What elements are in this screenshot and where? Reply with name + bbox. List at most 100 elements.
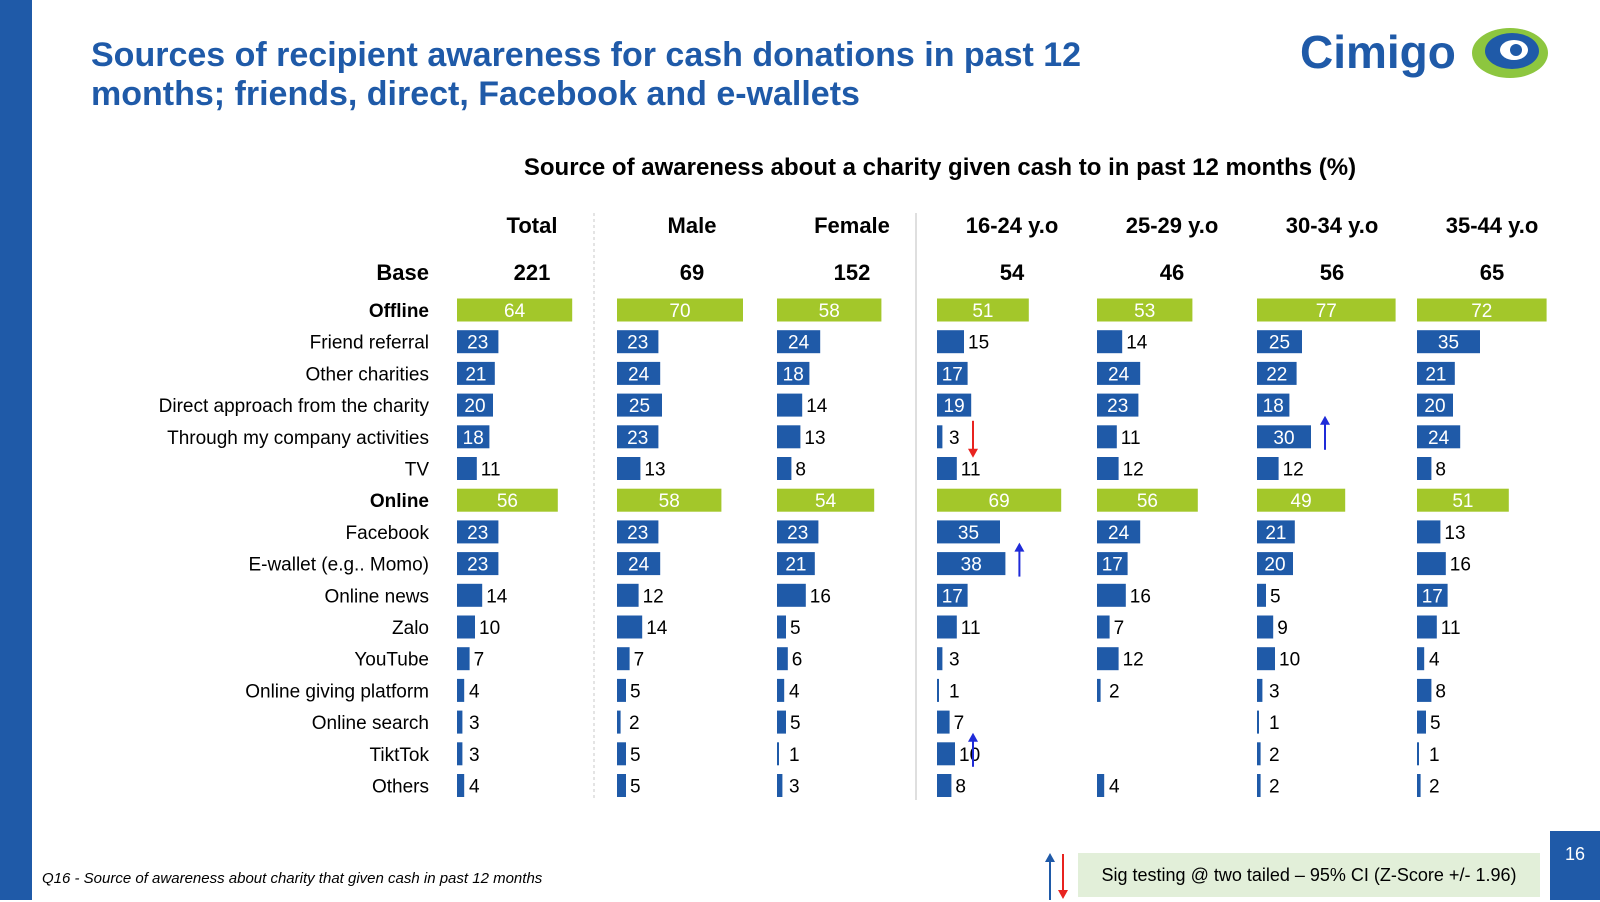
bar-30-34-y-o-online [1257, 488, 1346, 512]
data-label-35-44-y-o-tikttok: 1 [1429, 745, 1440, 766]
data-label-25-29-y-o-others: 4 [1109, 777, 1120, 798]
data-label-female-online-search: 5 [790, 713, 801, 734]
data-label-30-34-y-o-friend-referral: 25 [1269, 333, 1290, 354]
bar-25-29-y-o-others [1097, 774, 1105, 797]
data-label-female-facebook: 23 [787, 523, 808, 544]
bar-30-34-y-o-online-giving-platform [1257, 678, 1263, 702]
bar-16-24-y-o-online-giving-platform [937, 678, 939, 702]
bar-30-34-y-o-facebook [1257, 520, 1295, 544]
bar-30-34-y-o-through-my-company-activities [1257, 425, 1311, 449]
footnote: Q16 - Source of awareness about charity … [42, 870, 543, 887]
category-label-facebook: Facebook [346, 523, 430, 544]
data-label-25-29-y-o-other-charities: 24 [1108, 364, 1130, 385]
bar-25-29-y-o-online-news [1097, 583, 1126, 607]
data-label-female-direct-approach-from-the-charity: 14 [806, 396, 828, 417]
data-label-male-online-news: 12 [643, 586, 664, 607]
data-label-female-tikttok: 1 [789, 745, 800, 766]
category-label-online-search: Online search [312, 713, 429, 734]
data-label-male-tikttok: 5 [630, 745, 641, 766]
bar-total-friend-referral [457, 330, 499, 354]
data-label-35-44-y-o-online-giving-platform: 8 [1435, 681, 1446, 702]
bar-35-44-y-o-friend-referral [1417, 330, 1480, 354]
data-label-35-44-y-o-online-news: 17 [1422, 586, 1443, 607]
bar-male-offline [617, 298, 743, 322]
bar-total-online [457, 488, 558, 512]
slide-title: Sources of recipient awareness for cash … [91, 36, 1082, 113]
bar-35-44-y-o-online [1417, 488, 1509, 512]
bar-25-29-y-o-facebook [1097, 520, 1141, 544]
data-label-total-online: 56 [497, 491, 518, 512]
bar-female-online-search [777, 710, 786, 734]
data-label-16-24-y-o-online: 69 [989, 491, 1010, 512]
bar-35-44-y-o-tv [1417, 457, 1432, 480]
data-label-25-29-y-o-online-giving-platform: 2 [1109, 681, 1120, 702]
data-label-male-friend-referral: 23 [627, 333, 648, 354]
data-label-male-other-charities: 24 [628, 364, 650, 385]
column-header-female: Female [814, 213, 890, 238]
bar-male-facebook [617, 520, 659, 544]
data-label-25-29-y-o-online-news: 16 [1130, 586, 1151, 607]
bar-16-24-y-o-facebook [937, 520, 1000, 544]
category-label-e-wallet-e-g-momo: E-wallet (e.g.. Momo) [248, 555, 429, 576]
bar-16-24-y-o-friend-referral [937, 330, 964, 354]
sig-up-arrow-icon [968, 732, 978, 767]
bar-25-29-y-o-online-giving-platform [1097, 678, 1101, 702]
data-label-total-online-giving-platform: 4 [469, 681, 480, 702]
bar-female-online [777, 488, 875, 512]
data-label-30-34-y-o-direct-approach-from-the-charity: 18 [1263, 396, 1284, 417]
bar-30-34-y-o-direct-approach-from-the-charity [1257, 393, 1290, 417]
bar-male-youtube [617, 647, 630, 671]
category-label-direct-approach-from-the-charity: Direct approach from the charity [159, 396, 430, 417]
data-label-35-44-y-o-direct-approach-from-the-charity: 20 [1424, 396, 1445, 417]
data-label-female-zalo: 5 [790, 618, 801, 639]
bar-total-tikttok [457, 742, 463, 766]
data-label-16-24-y-o-online-search: 7 [954, 713, 965, 734]
data-label-female-friend-referral: 24 [788, 333, 810, 354]
data-label-25-29-y-o-friend-referral: 14 [1126, 333, 1148, 354]
data-label-35-44-y-o-online: 51 [1452, 491, 1473, 512]
bar-total-online-giving-platform [457, 678, 465, 702]
base-value-female: 152 [834, 260, 871, 285]
base-value-35-44-y-o: 65 [1480, 260, 1504, 285]
bar-female-tikttok [777, 742, 779, 766]
data-label-total-through-my-company-activities: 18 [463, 428, 484, 449]
bar-female-friend-referral [777, 330, 821, 354]
bar-total-offline [457, 298, 573, 322]
data-label-35-44-y-o-e-wallet-e-g-momo: 16 [1450, 555, 1471, 576]
category-label-others: Others [372, 777, 429, 798]
data-label-16-24-y-o-e-wallet-e-g-momo: 38 [961, 555, 982, 576]
bar-male-tikttok [617, 742, 626, 766]
page-number: 16 [1550, 831, 1600, 900]
bar-35-44-y-o-facebook [1417, 520, 1441, 544]
bar-30-34-y-o-tikttok [1257, 742, 1261, 766]
data-label-female-offline: 58 [819, 301, 840, 322]
bar-male-online-search [617, 710, 621, 734]
bar-16-24-y-o-online [937, 488, 1062, 512]
bar-35-44-y-o-e-wallet-e-g-momo [1417, 552, 1446, 576]
data-label-total-online-search: 3 [469, 713, 480, 734]
bar-25-29-y-o-youtube [1097, 647, 1119, 671]
sig-down-arrow-icon [968, 420, 978, 458]
data-label-30-34-y-o-tikttok: 2 [1269, 745, 1280, 766]
bar-female-e-wallet-e-g-momo [777, 552, 815, 576]
data-label-16-24-y-o-through-my-company-activities: 3 [949, 428, 960, 449]
bar-35-44-y-o-online-giving-platform [1417, 678, 1432, 702]
bar-25-29-y-o-zalo [1097, 615, 1110, 639]
data-label-30-34-y-o-e-wallet-e-g-momo: 20 [1264, 555, 1285, 576]
data-label-25-29-y-o-offline: 53 [1134, 301, 1155, 322]
data-label-male-youtube: 7 [634, 650, 645, 671]
data-label-total-zalo: 10 [479, 618, 500, 639]
bar-male-other-charities [617, 361, 661, 385]
bar-35-44-y-o-through-my-company-activities [1417, 425, 1461, 449]
column-header-25-29-y-o: 25-29 y.o [1126, 213, 1219, 238]
data-label-female-online: 54 [815, 491, 837, 512]
data-label-25-29-y-o-e-wallet-e-g-momo: 17 [1102, 555, 1123, 576]
bar-total-others [457, 774, 465, 797]
data-label-total-e-wallet-e-g-momo: 23 [467, 555, 488, 576]
data-label-total-other-charities: 21 [465, 364, 486, 385]
data-label-total-youtube: 7 [474, 650, 485, 671]
bar-35-44-y-o-zalo [1417, 615, 1437, 639]
bar-16-24-y-o-tv [937, 457, 957, 480]
bar-total-direct-approach-from-the-charity [457, 393, 493, 417]
bar-35-44-y-o-other-charities [1417, 361, 1455, 385]
